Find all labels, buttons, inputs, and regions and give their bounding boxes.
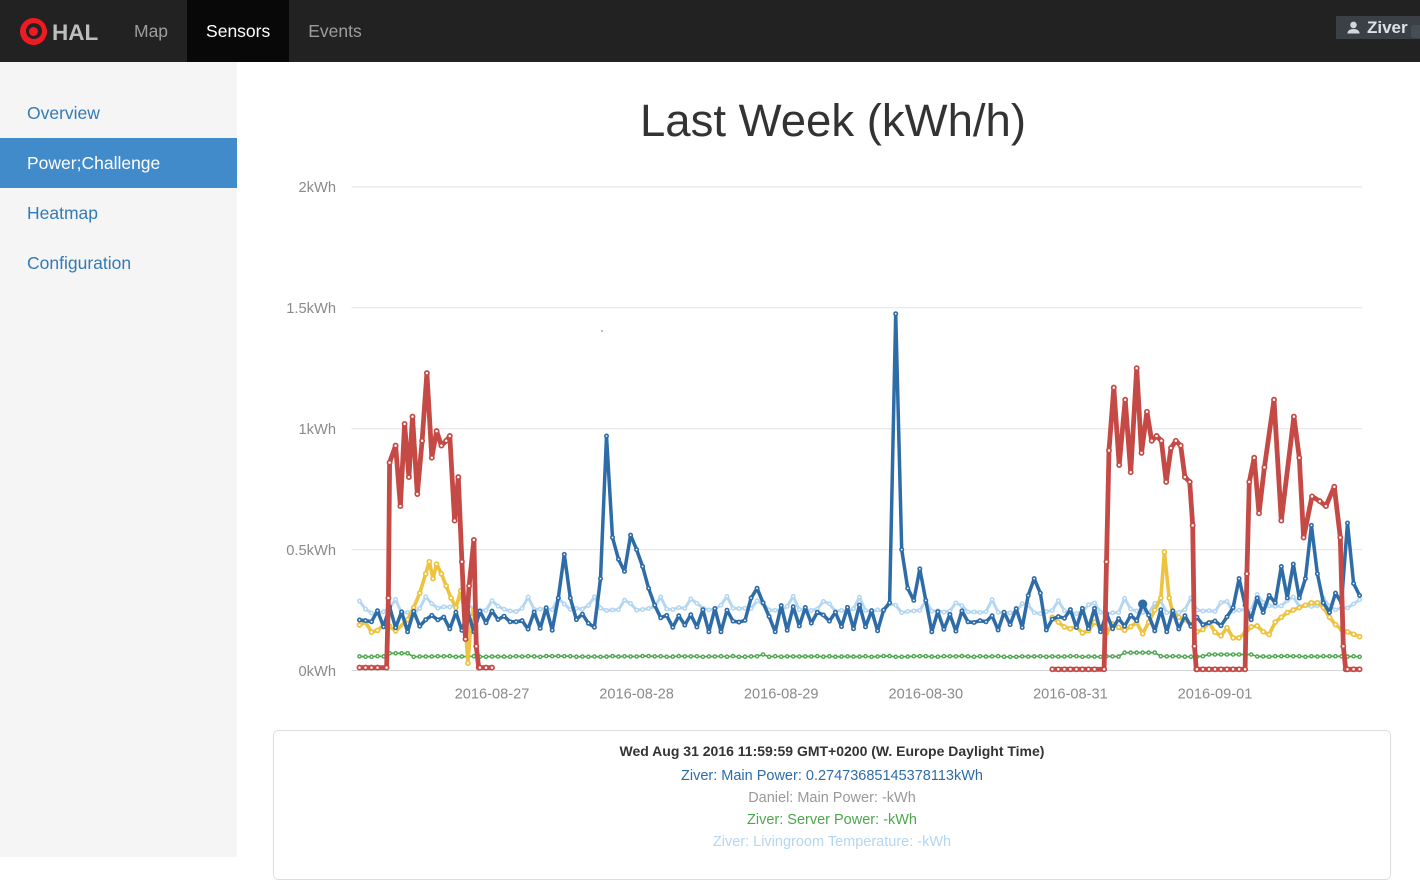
svg-text:2kWh: 2kWh <box>298 180 336 196</box>
svg-text:2016-08-30: 2016-08-30 <box>888 687 963 703</box>
svg-text:0kWh: 0kWh <box>298 664 336 680</box>
svg-text:2016-08-27: 2016-08-27 <box>455 687 530 703</box>
svg-text:0.5kWh: 0.5kWh <box>286 543 336 559</box>
svg-text:2016-08-28: 2016-08-28 <box>599 687 674 703</box>
svg-text:2016-08-31: 2016-08-31 <box>1033 687 1108 703</box>
svg-text:1kWh: 1kWh <box>298 422 336 438</box>
svg-text:1.5kWh: 1.5kWh <box>286 301 336 317</box>
svg-text:2016-09-01: 2016-09-01 <box>1178 687 1253 703</box>
svg-text:2016-08-29: 2016-08-29 <box>744 687 819 703</box>
